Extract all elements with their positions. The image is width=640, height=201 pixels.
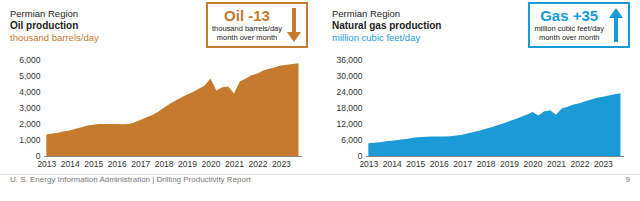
svg-text:2,000: 2,000 [19, 119, 41, 129]
svg-text:12,000: 12,000 [337, 119, 363, 129]
svg-text:2013: 2013 [37, 159, 56, 169]
html-text:U. S. Energy Information Admin: U. S. Energy Information Administration … [10, 175, 251, 184]
svg-text:1,000: 1,000 [19, 135, 41, 145]
html-text:Permian Region: Permian Region [332, 8, 401, 19]
svg-text:2017: 2017 [453, 159, 472, 169]
svg-text:24,000: 24,000 [337, 87, 363, 97]
svg-text:0: 0 [357, 151, 363, 162]
svg-text:2020: 2020 [524, 159, 543, 169]
svg-text:2023: 2023 [272, 159, 291, 169]
html-text:Oil -13: Oil -13 [224, 7, 270, 24]
svg-text:2016: 2016 [108, 159, 127, 169]
svg-text:2019: 2019 [178, 159, 197, 169]
svg-text:5,000: 5,000 [19, 71, 41, 81]
svg-text:0: 0 [35, 151, 41, 162]
svg-text:2021: 2021 [547, 159, 566, 169]
html-text:million cubic feet/day: million cubic feet/day [332, 32, 421, 43]
html-text:month over month: month over month [216, 33, 278, 42]
svg-text:2016: 2016 [430, 159, 449, 169]
svg-text:2018: 2018 [155, 159, 174, 169]
svg-text:2023: 2023 [594, 159, 613, 169]
svg-text:2014: 2014 [383, 159, 402, 169]
svg-text:6,000: 6,000 [341, 135, 363, 145]
svg-text:2021: 2021 [225, 159, 244, 169]
html-text:Permian Region: Permian Region [10, 8, 79, 19]
svg-text:2015: 2015 [84, 159, 103, 169]
svg-text:2020: 2020 [202, 159, 221, 169]
svg-text:2019: 2019 [500, 159, 519, 169]
html-text:million cubic feet/day: million cubic feet/day [534, 24, 604, 33]
html-text:Natural gas production: Natural gas production [332, 20, 442, 31]
html-text:9: 9 [625, 175, 630, 184]
svg-text:2017: 2017 [131, 159, 150, 169]
svg-text:2018: 2018 [477, 159, 496, 169]
svg-text:2022: 2022 [570, 159, 589, 169]
svg-text:18,000: 18,000 [337, 103, 363, 113]
html-text:Oil production: Oil production [10, 20, 79, 31]
html-text:Gas +35: Gas +35 [540, 7, 599, 24]
svg-text:2013: 2013 [359, 159, 378, 169]
svg-text:2015: 2015 [406, 159, 425, 169]
svg-text:2014: 2014 [61, 159, 80, 169]
svg-text:3,000: 3,000 [19, 103, 41, 113]
svg-text:2022: 2022 [248, 159, 267, 169]
html-text:thousand barrels/day: thousand barrels/day [212, 24, 282, 33]
svg-text:30,000: 30,000 [337, 71, 363, 81]
svg-text:36,000: 36,000 [337, 55, 363, 65]
svg-text:4,000: 4,000 [19, 87, 41, 97]
html-text:month over month: month over month [539, 33, 600, 42]
svg-text:6,000: 6,000 [19, 55, 41, 65]
html-text:thousand barrels/day: thousand barrels/day [10, 32, 99, 43]
